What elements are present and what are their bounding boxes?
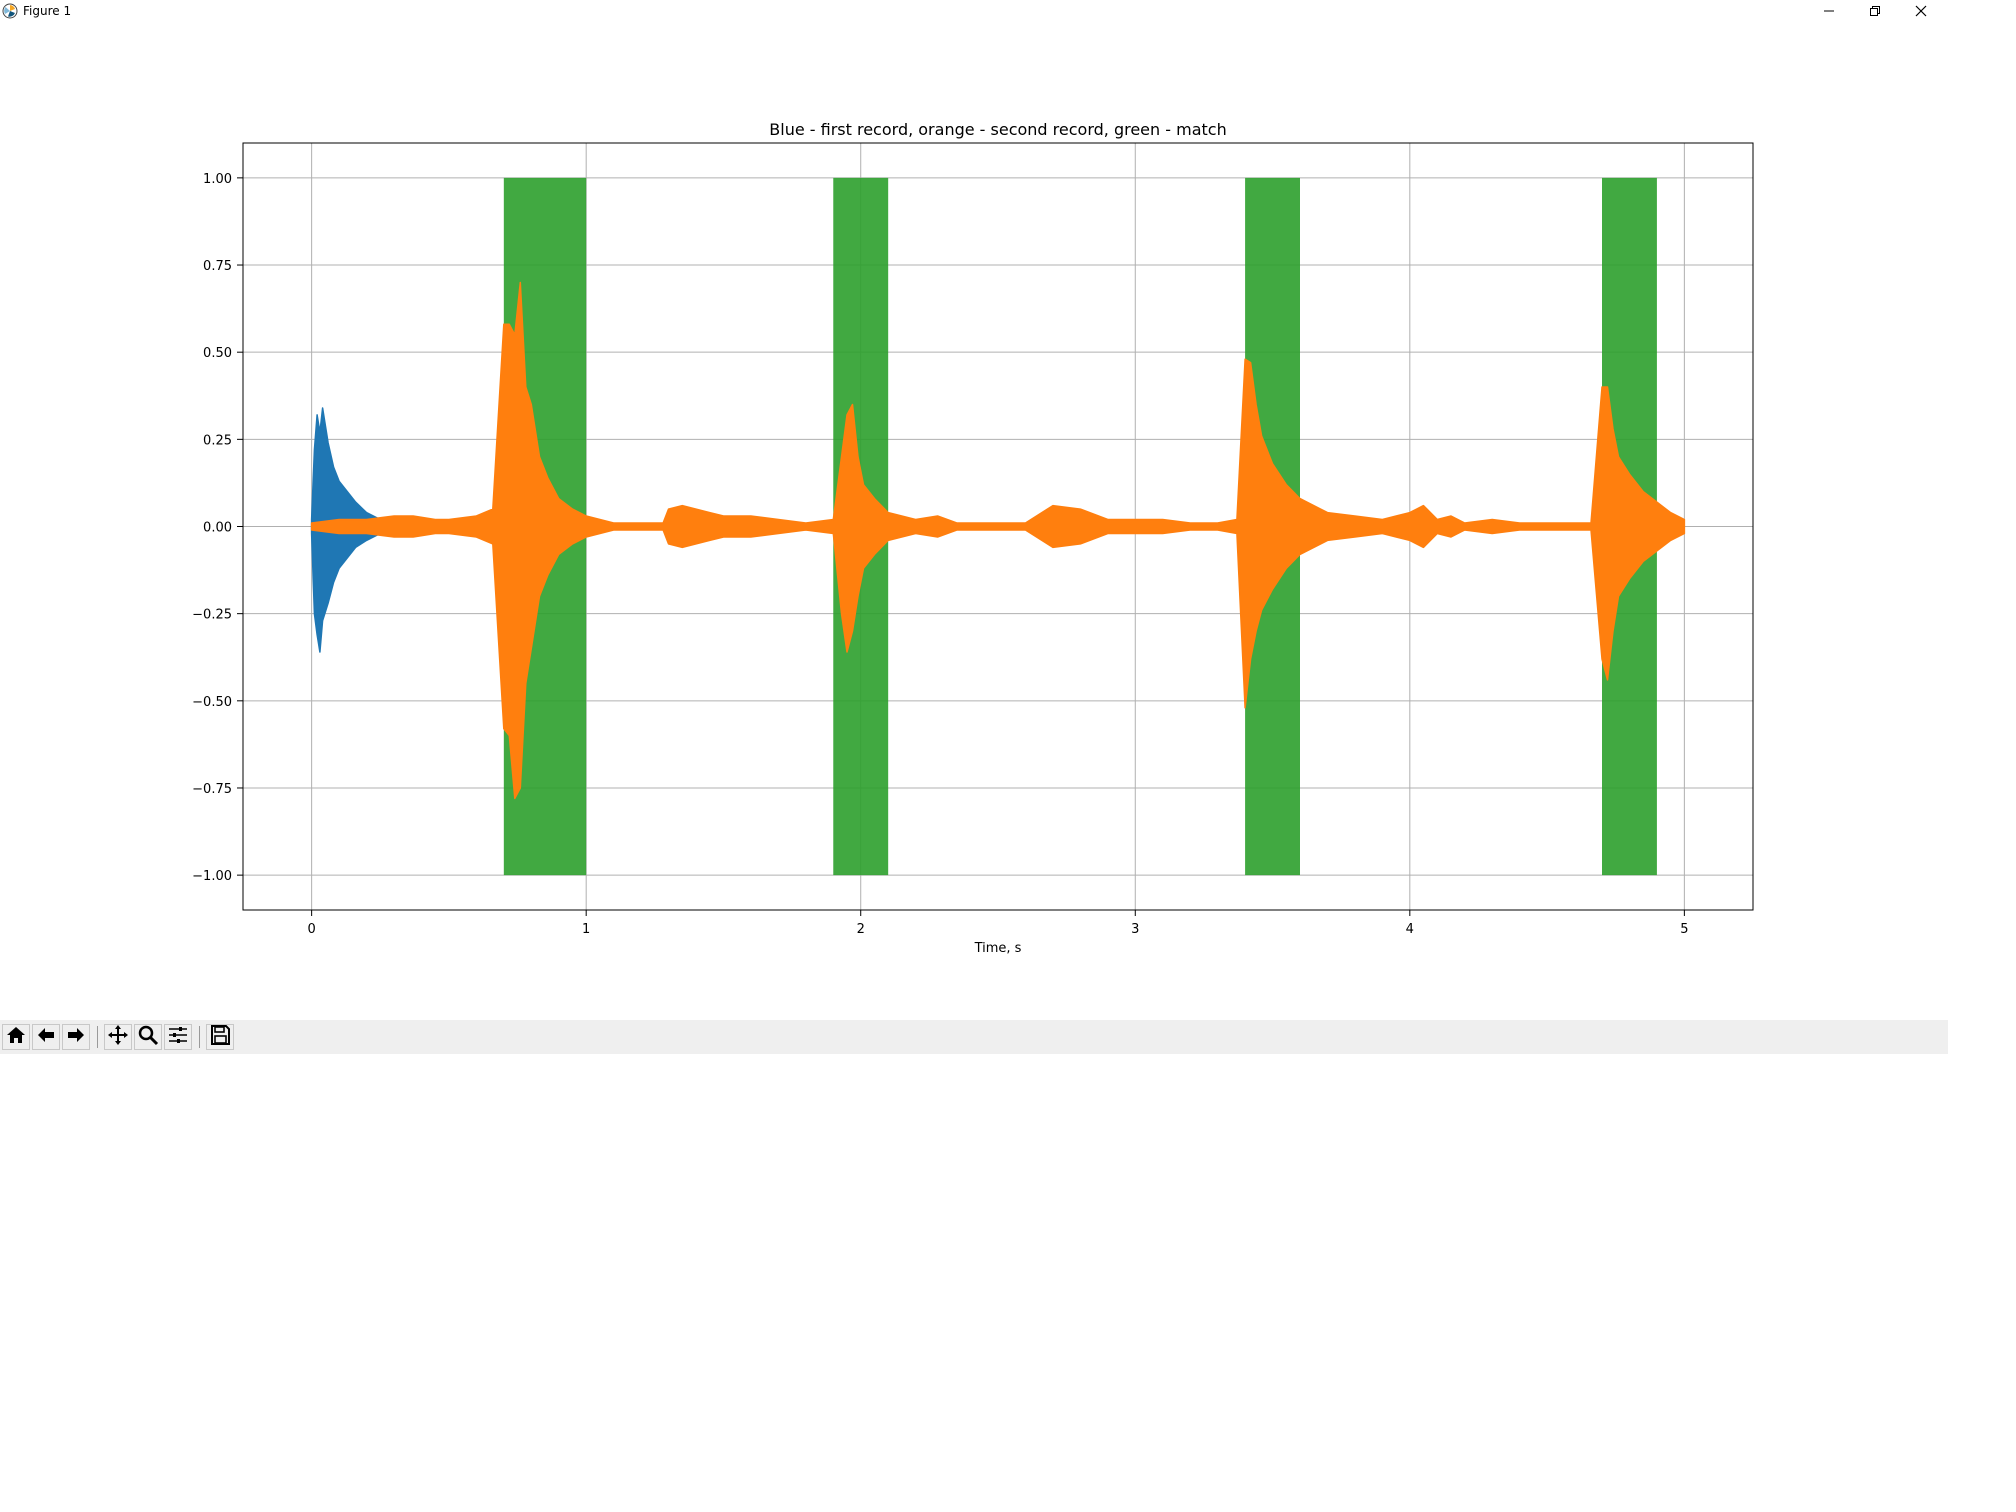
- y-tick-label: −0.50: [192, 695, 232, 710]
- toolbar-separator: [199, 1026, 200, 1048]
- zoom-button[interactable]: [134, 1024, 162, 1050]
- window-titlebar: Figure 1: [0, 0, 1948, 24]
- y-tick-label: 0.75: [203, 259, 232, 274]
- forward-button[interactable]: [62, 1024, 90, 1050]
- back-button[interactable]: [32, 1024, 60, 1050]
- home-button[interactable]: [2, 1024, 30, 1050]
- chart-svg: 0 1 2 3 4 5 1.00 0.75 0.50 0.25 0.00 −0.25 −0.50 −0.…: [192, 120, 1754, 956]
- y-tick-label: −0.75: [192, 782, 232, 797]
- navigation-toolbar: [0, 1020, 1948, 1054]
- x-axis-label: Time, s: [974, 941, 1022, 956]
- restore-icon: [1869, 2, 1881, 21]
- x-tick-label: 0: [307, 922, 315, 937]
- minimize-icon: [1823, 2, 1835, 21]
- pan-icon: [107, 1024, 129, 1050]
- restore-button[interactable]: [1852, 0, 1898, 22]
- orange-waveform: [310, 281, 1686, 800]
- figure-canvas[interactable]: 0 1 2 3 4 5 1.00 0.75 0.50 0.25 0.00 −0.25 −0.50 −0.…: [0, 24, 1948, 1014]
- x-tick-label: 4: [1406, 922, 1414, 937]
- chart-title: Blue - first record, orange - second rec…: [769, 120, 1226, 139]
- toolbar-separator: [97, 1026, 98, 1048]
- back-arrow-icon: [35, 1025, 57, 1049]
- pan-button[interactable]: [104, 1024, 132, 1050]
- window-title: Figure 1: [23, 4, 72, 18]
- minimize-button[interactable]: [1806, 0, 1852, 22]
- x-tick-label: 5: [1680, 922, 1688, 937]
- close-button[interactable]: [1898, 0, 1944, 22]
- y-tick-label: −0.25: [192, 608, 232, 623]
- subplots-icon: [167, 1024, 189, 1050]
- y-axis-ticks: 1.00 0.75 0.50 0.25 0.00 −0.25 −0.50 −0.75 −1.00: [192, 172, 243, 884]
- waveform-series: [310, 281, 1686, 800]
- y-tick-label: 0.00: [203, 521, 232, 536]
- x-axis-ticks: 0 1 2 3 4 5: [307, 910, 1689, 937]
- x-tick-label: 3: [1131, 922, 1139, 937]
- x-tick-label: 2: [857, 922, 865, 937]
- save-button[interactable]: [206, 1024, 234, 1050]
- save-icon: [209, 1024, 231, 1050]
- configure-subplots-button[interactable]: [164, 1024, 192, 1050]
- y-tick-label: 1.00: [203, 172, 232, 187]
- zoom-icon: [137, 1024, 159, 1050]
- y-tick-label: 0.50: [203, 346, 232, 361]
- y-tick-label: −1.00: [192, 869, 232, 884]
- forward-arrow-icon: [65, 1025, 87, 1049]
- x-tick-label: 1: [582, 922, 590, 937]
- home-icon: [5, 1025, 27, 1049]
- close-icon: [1915, 2, 1927, 21]
- matplotlib-logo-icon: [2, 3, 18, 19]
- y-tick-label: 0.25: [203, 433, 232, 448]
